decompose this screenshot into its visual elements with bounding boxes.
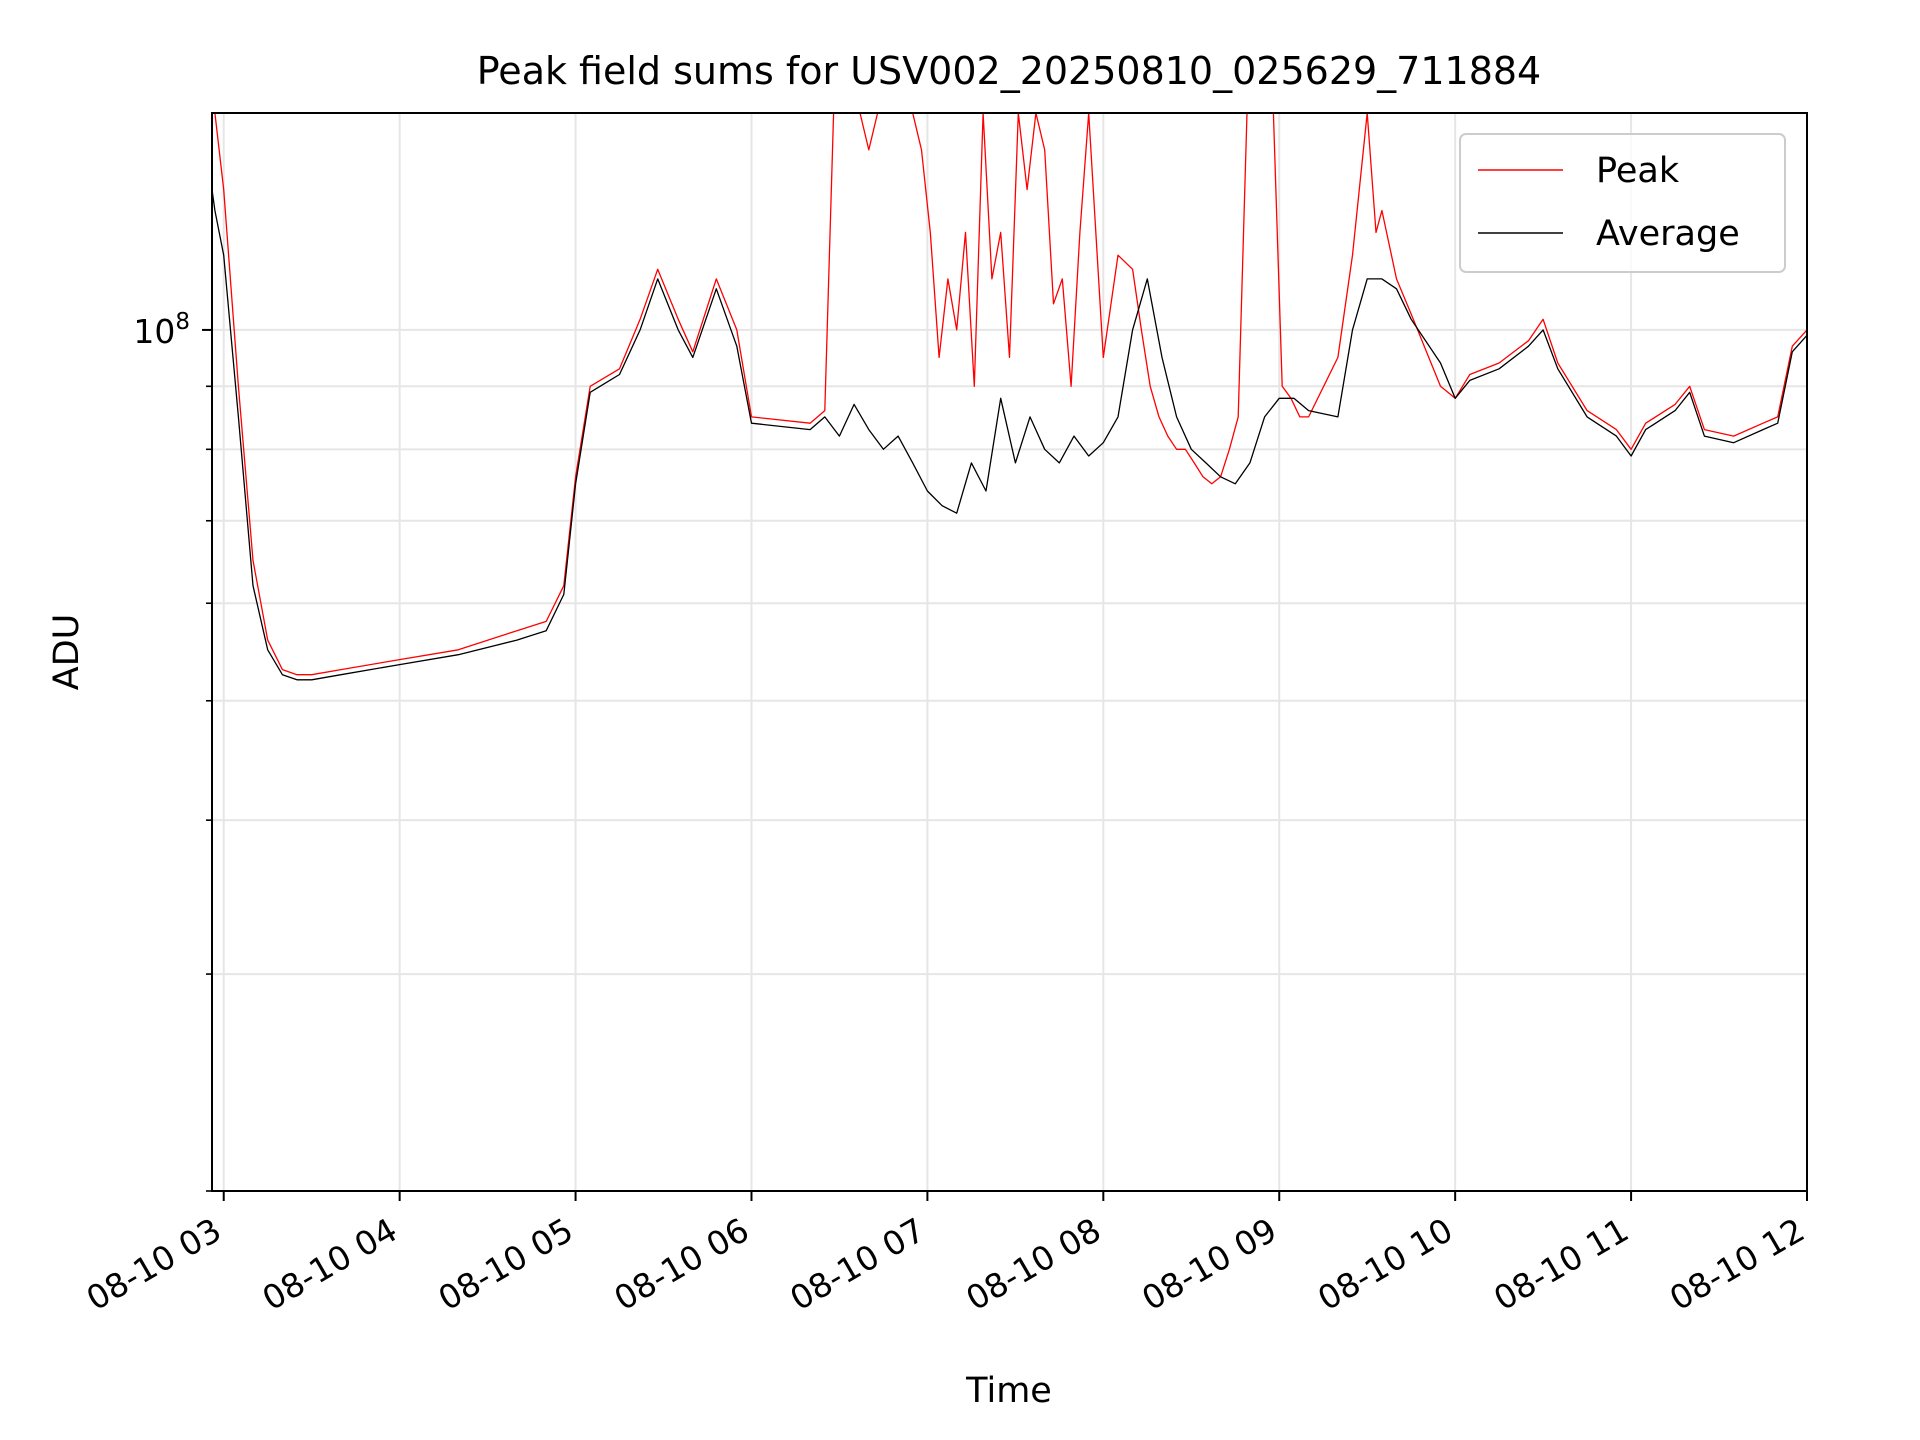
axes-frame [211,112,1808,1192]
legend-label-peak: Peak [1596,151,1680,191]
legend-label-average: Average [1596,214,1740,254]
y-tick-label: 108 [133,309,190,351]
legend-box [1459,133,1786,273]
series-line-peak [214,113,1807,676]
y-axis-label: ADU [47,614,87,691]
plot-area [212,113,1807,681]
x-axis-label: Time [965,1371,1052,1411]
chart-title: Peak field sums for USV002_20250810_0256… [477,49,1541,93]
series-line-average [212,189,1807,681]
legend: Peak Average [1459,133,1786,273]
